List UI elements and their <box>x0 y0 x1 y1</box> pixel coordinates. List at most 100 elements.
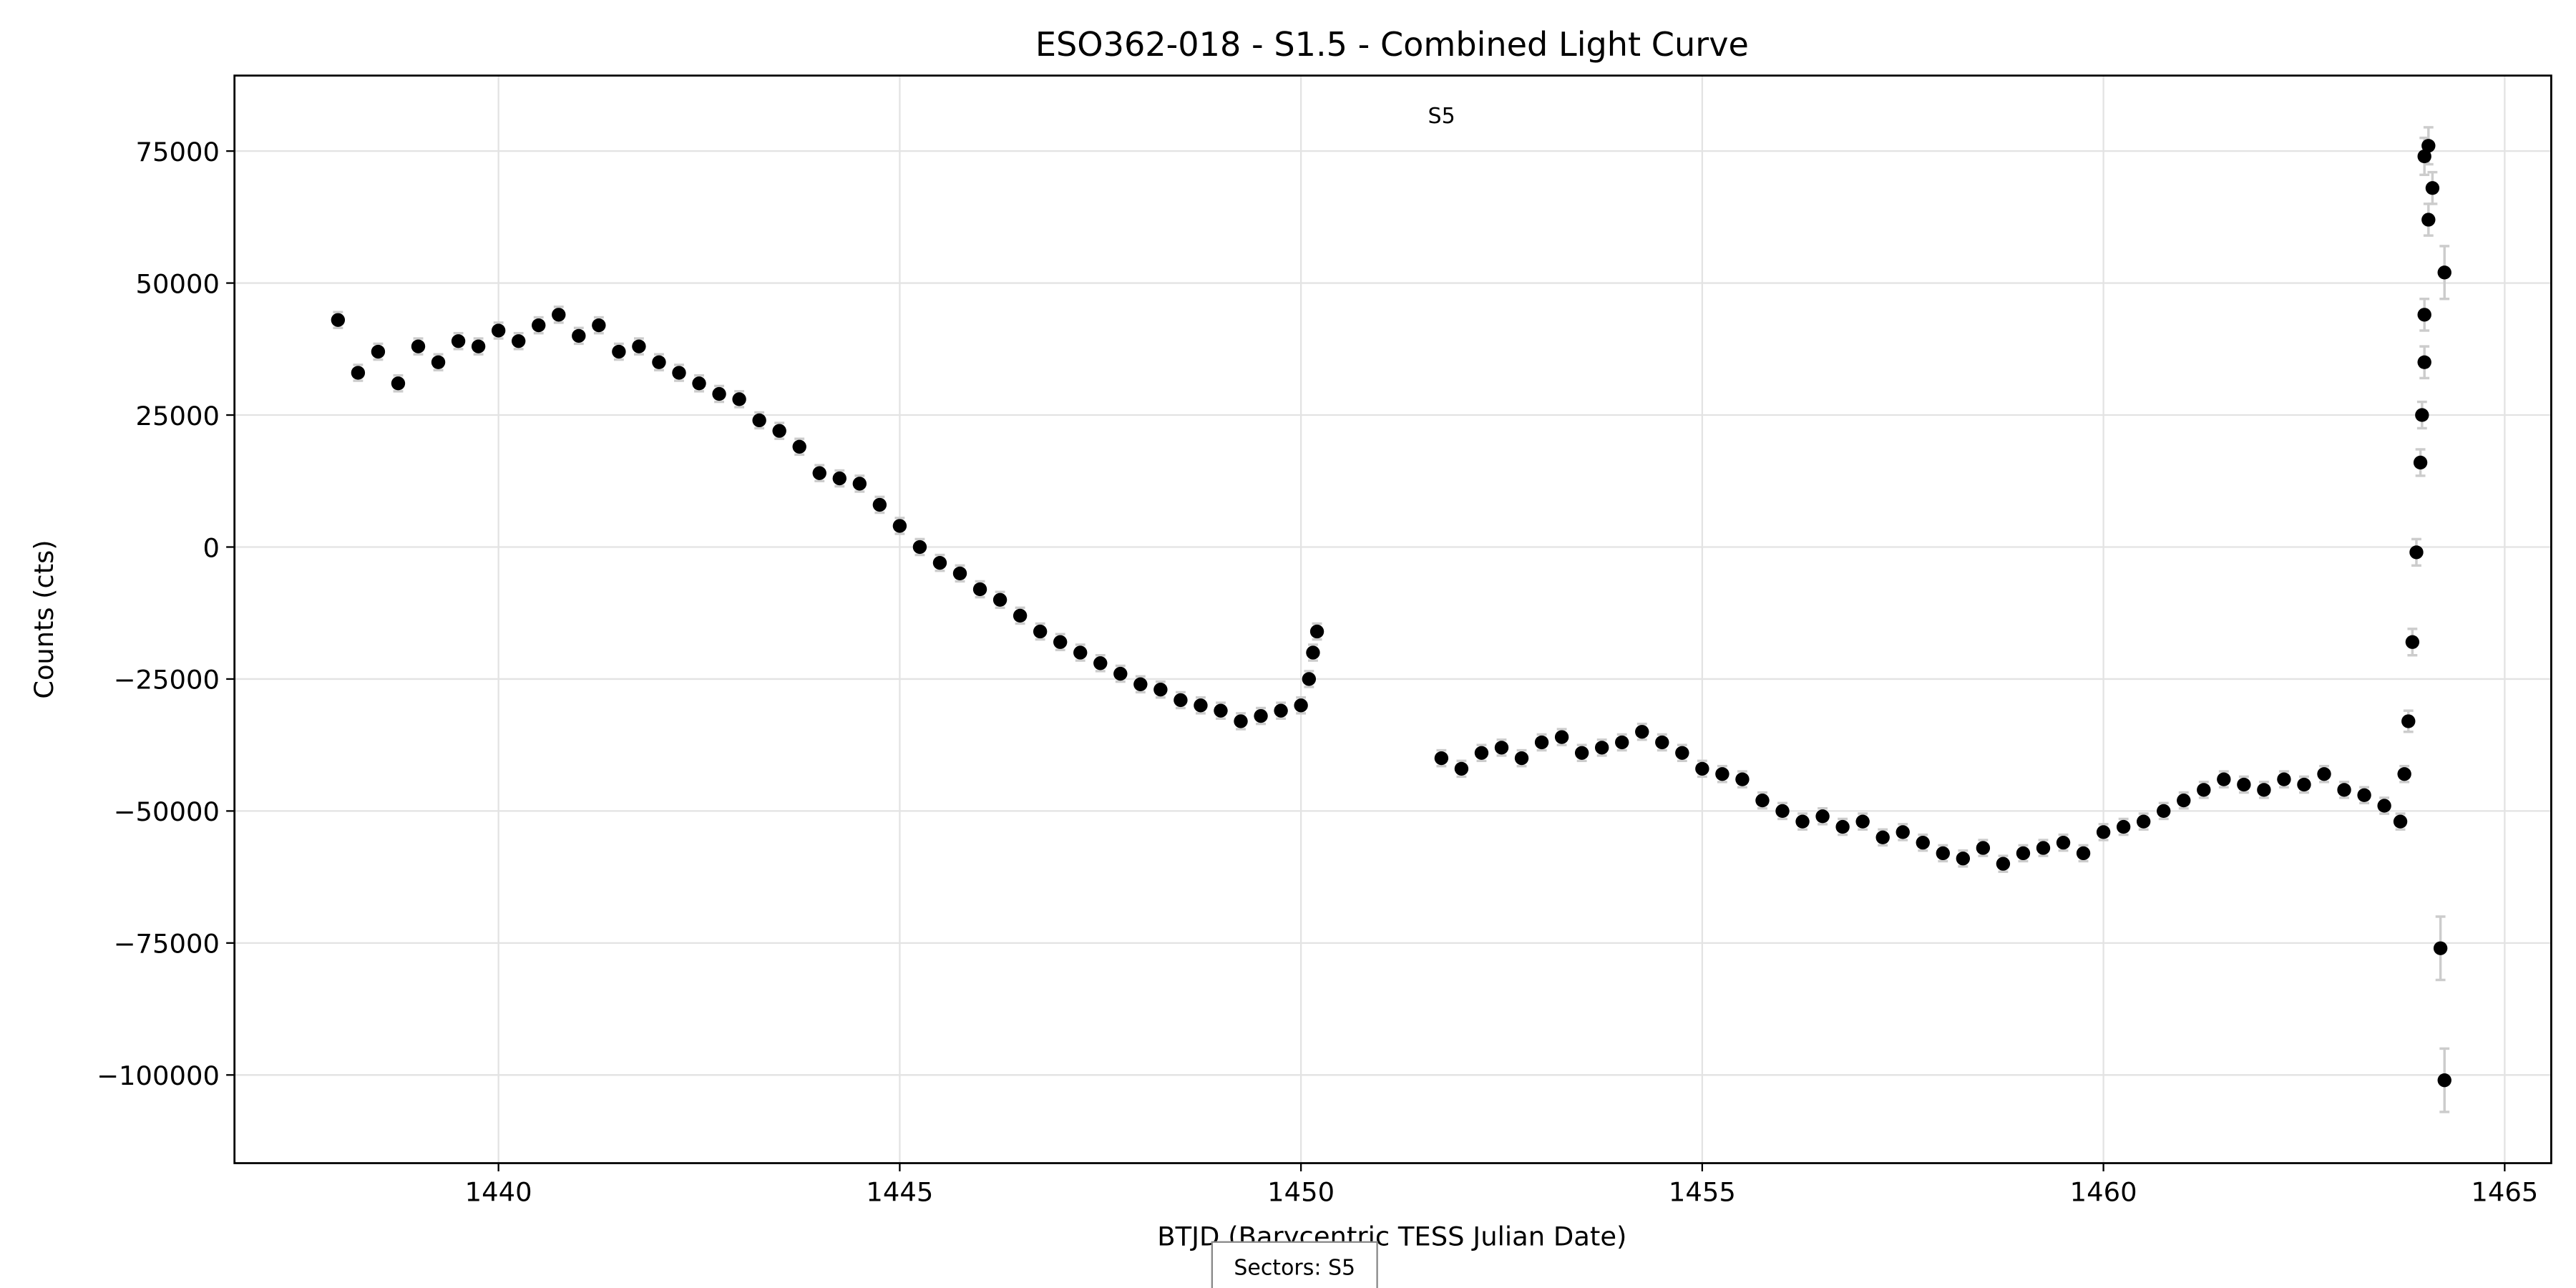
data-point <box>2421 139 2436 153</box>
data-point <box>2177 793 2191 808</box>
data-point <box>552 308 566 322</box>
footer-text: Sectors: S5 <box>1234 1256 1355 1281</box>
data-point <box>1715 767 1729 781</box>
data-point <box>2397 767 2411 781</box>
data-point <box>1073 645 1088 660</box>
data-point <box>2297 777 2311 792</box>
data-point <box>1053 635 1068 649</box>
data-point <box>812 466 826 480</box>
data-point <box>2056 836 2071 850</box>
data-point <box>932 555 947 570</box>
data-point <box>2433 941 2448 955</box>
data-point <box>2357 788 2371 802</box>
data-point <box>1936 846 1951 861</box>
data-point <box>692 376 706 391</box>
data-point <box>1655 735 1669 750</box>
data-point <box>2136 814 2151 829</box>
data-point <box>1234 714 1248 728</box>
x-tick-label: 1445 <box>866 1176 933 1207</box>
data-point <box>2393 814 2408 829</box>
footer-box <box>1211 1241 1378 1288</box>
data-point <box>792 439 806 454</box>
data-point <box>2417 308 2431 322</box>
data-point <box>972 582 987 597</box>
data-point <box>431 355 446 369</box>
data-point <box>1615 735 1629 750</box>
data-point <box>1153 683 1168 697</box>
data-point <box>1174 693 1188 708</box>
data-point <box>491 323 506 338</box>
data-point <box>2417 355 2431 369</box>
y-tick-label: −25000 <box>114 665 220 696</box>
data-point <box>1695 761 1709 776</box>
data-point <box>1494 741 1509 755</box>
data-point <box>2197 783 2211 797</box>
data-point <box>2157 804 2171 819</box>
data-point <box>1755 793 1770 808</box>
data-point <box>652 355 666 369</box>
chart-title: ESO362-018 - S1.5 - Combined Light Curve <box>1035 25 1749 64</box>
data-point <box>912 540 927 555</box>
data-point <box>992 592 1008 607</box>
data-point <box>952 566 967 581</box>
plot-frame <box>233 74 2552 1164</box>
data-point <box>612 344 626 359</box>
y-tick-label: 25000 <box>136 401 220 431</box>
data-point <box>1855 814 1870 829</box>
data-point <box>1294 698 1308 713</box>
data-point <box>1574 746 1589 760</box>
x-tick-label: 1450 <box>1267 1176 1335 1207</box>
data-point <box>2415 408 2429 422</box>
data-point <box>752 413 766 428</box>
data-points <box>331 126 2451 1113</box>
x-tick-label: 1465 <box>2471 1176 2538 1207</box>
data-point <box>572 328 586 343</box>
data-point <box>411 339 426 353</box>
x-tick-label: 1440 <box>465 1176 532 1207</box>
data-point <box>1594 741 1609 755</box>
data-point <box>2337 783 2351 797</box>
data-point <box>2377 799 2391 813</box>
data-point <box>512 334 526 348</box>
data-point <box>1996 857 2011 871</box>
data-point <box>1875 830 1890 844</box>
data-point <box>2405 635 2420 649</box>
data-point <box>1214 703 1228 718</box>
data-point <box>732 392 746 406</box>
data-point <box>2437 265 2451 280</box>
x-tick-label: 1460 <box>2070 1176 2137 1207</box>
data-point <box>832 471 847 486</box>
data-point <box>1133 677 1148 691</box>
data-point <box>1916 836 1930 850</box>
data-point <box>1454 761 1469 776</box>
data-point <box>471 339 486 353</box>
data-point <box>852 477 867 491</box>
data-point <box>331 313 346 327</box>
data-point <box>1474 746 1489 760</box>
data-point <box>2317 767 2331 781</box>
data-point <box>2036 841 2051 855</box>
data-point <box>632 339 646 353</box>
data-point <box>1534 735 1549 750</box>
data-point <box>1093 656 1108 670</box>
data-point <box>1735 772 1750 786</box>
data-point <box>1434 751 1449 766</box>
data-point <box>892 519 907 533</box>
data-point <box>772 424 786 438</box>
data-point <box>1635 725 1649 739</box>
data-point <box>1033 624 1048 639</box>
data-point <box>2409 545 2424 560</box>
data-point <box>1514 751 1529 766</box>
sector-annotation: S5 <box>1428 104 1455 129</box>
data-point <box>391 376 406 391</box>
data-point <box>1896 825 1910 839</box>
data-point <box>2401 714 2416 728</box>
data-point <box>1274 703 1288 718</box>
data-point <box>2016 846 2031 861</box>
data-point <box>1775 804 1790 819</box>
data-point <box>872 497 887 512</box>
data-point <box>2076 846 2091 861</box>
data-point <box>451 334 466 348</box>
data-point <box>1194 698 1208 713</box>
